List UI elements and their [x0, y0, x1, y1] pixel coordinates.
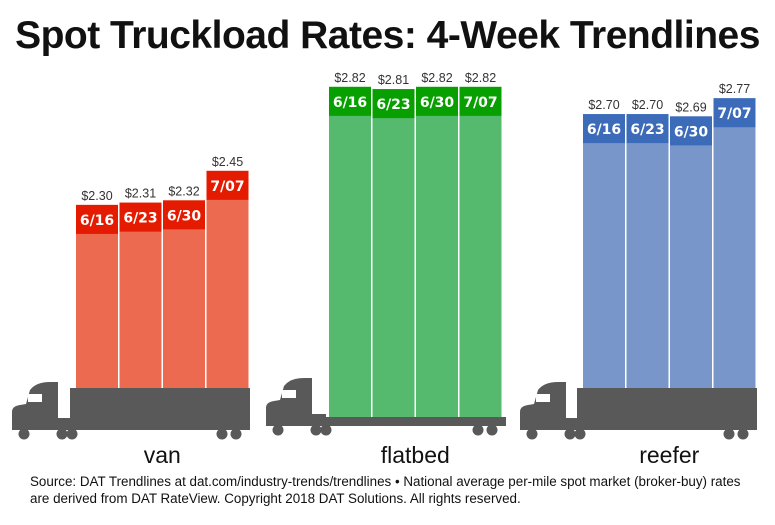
week-label: 6/16: [587, 122, 621, 138]
week-label: 6/16: [333, 95, 367, 111]
bar-flatbed-6/16: [329, 86, 371, 418]
trailer: [577, 388, 757, 430]
data-label: $2.31: [125, 187, 156, 201]
wheel: [66, 428, 78, 440]
data-label: $2.69: [675, 100, 706, 114]
bar-header-van-7/07: [206, 170, 249, 200]
chart-title: Spot Truckload Rates: 4-Week Trendlines: [15, 14, 760, 57]
bar-header-flatbed-6/30: [416, 86, 458, 116]
trailer: [70, 388, 250, 430]
week-label: 6/23: [376, 97, 410, 113]
wheel: [723, 428, 735, 440]
bar-header-flatbed-7/07: [459, 86, 502, 116]
truck-cab: [12, 382, 72, 430]
wheel: [737, 428, 749, 440]
bar-header-flatbed-6/16: [329, 86, 371, 116]
bar-header-reefer-6/23: [626, 114, 669, 144]
bar-reefer-6/23: [626, 114, 669, 388]
wheel: [564, 428, 576, 440]
bar-header-van-6/23: [119, 202, 162, 232]
week-label: 6/30: [167, 208, 202, 224]
bar-reefer-6/30: [670, 116, 712, 389]
truck-cab: [266, 378, 326, 426]
data-label: $2.32: [168, 184, 199, 198]
category-label: flatbed: [381, 442, 450, 468]
bar-header-reefer-6/30: [670, 116, 712, 146]
wheel: [56, 428, 68, 440]
cab-window: [28, 394, 42, 402]
wheel: [18, 428, 30, 440]
cab-window: [282, 390, 296, 398]
cab-window: [536, 394, 550, 402]
week-label: 6/30: [674, 124, 709, 140]
data-label: $2.82: [421, 71, 452, 85]
wheel: [574, 428, 586, 440]
data-label: $2.70: [588, 98, 619, 112]
week-label: 7/07: [210, 179, 244, 195]
data-label: $2.77: [719, 82, 750, 96]
bar-van-6/23: [119, 202, 162, 388]
wheel: [472, 424, 484, 436]
trailer: [322, 417, 506, 426]
data-label: $2.82: [334, 71, 365, 85]
wheel: [320, 424, 332, 436]
bar-header-flatbed-6/23: [372, 89, 415, 119]
wheel: [216, 428, 228, 440]
bar-van-7/07: [206, 170, 249, 388]
bar-reefer-7/07: [713, 98, 756, 389]
wheel: [230, 428, 242, 440]
data-label: $2.81: [378, 73, 409, 87]
data-label: $2.45: [212, 155, 243, 169]
week-label: 7/07: [463, 95, 497, 111]
group-reefer: 6/16 $2.70 6/23 $2.70 6/30 $2.69 7/07 $2.77 reef…: [520, 82, 757, 468]
week-label: 7/07: [717, 106, 751, 122]
group-van: 6/16 $2.30 6/23 $2.31 6/30 $2.32 7/07 $2.45 van: [12, 155, 250, 468]
week-label: 6/23: [630, 122, 664, 138]
chart: 6/16$2.306/23$2.316/30$2.32 7/07$2.45van6…: [12, 71, 757, 468]
truck-cab: [520, 382, 580, 430]
bar-header-van-6/30: [163, 200, 205, 230]
category-label: van: [144, 442, 181, 468]
bar-flatbed-7/07: [459, 86, 502, 418]
bar-van-6/16: [76, 204, 118, 388]
reefer-truck-icon: [520, 382, 757, 440]
group-flatbed: 6/16 $2.82 6/23 $2.81 6/30 $2.82 7/07 $2.82 flat…: [266, 71, 506, 468]
data-label: $2.70: [632, 98, 663, 112]
bar-flatbed-6/23: [372, 89, 415, 417]
bar-reefer-6/16: [583, 114, 625, 388]
data-label: $2.30: [81, 189, 112, 203]
wheel: [486, 424, 498, 436]
bar-flatbed-6/30: [416, 86, 458, 418]
category-label: reefer: [639, 442, 699, 468]
dry-van-truck-icon: [12, 382, 250, 440]
wheel: [526, 428, 538, 440]
week-label: 6/30: [420, 95, 455, 111]
wheel: [272, 424, 284, 436]
data-label: $2.82: [465, 71, 496, 85]
week-label: 6/16: [80, 213, 114, 229]
source-note: Source: DAT Trendlines at dat.com/indust…: [30, 474, 741, 506]
bar-van-6/30: [163, 200, 205, 388]
bar-header-van-6/16: [76, 204, 118, 234]
flatbed-truck-icon: [266, 378, 506, 436]
bar-header-reefer-6/16: [583, 114, 625, 144]
wheel: [310, 424, 322, 436]
bar-header-reefer-7/07: [713, 98, 756, 128]
week-label: 6/23: [123, 211, 157, 227]
